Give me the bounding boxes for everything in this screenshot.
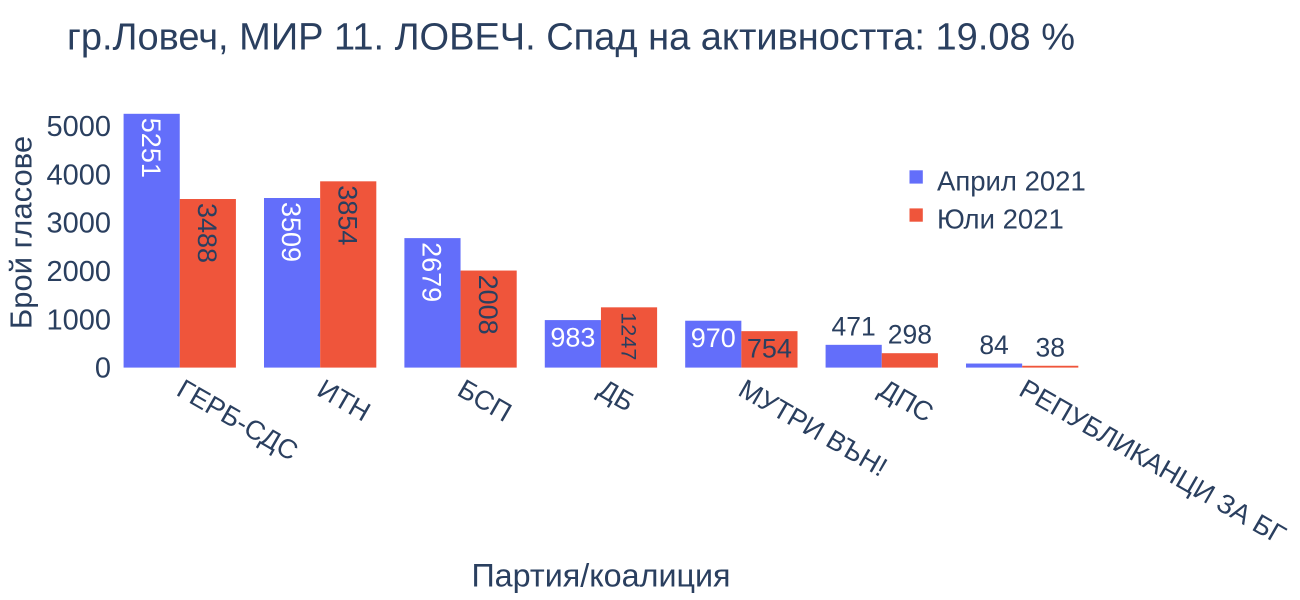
svg-text:Юли 2021: Юли 2021 xyxy=(937,204,1064,235)
svg-text:1247: 1247 xyxy=(617,312,642,360)
svg-text:3509: 3509 xyxy=(276,202,306,262)
svg-text:2000: 2000 xyxy=(46,256,111,288)
svg-text:970: 970 xyxy=(691,323,736,353)
svg-text:1000: 1000 xyxy=(46,304,111,336)
svg-text:Партия/коалиция: Партия/коалиция xyxy=(471,557,730,593)
svg-text:2008: 2008 xyxy=(473,275,503,335)
svg-text:3000: 3000 xyxy=(46,208,111,240)
svg-text:5000: 5000 xyxy=(46,111,111,143)
svg-text:5251: 5251 xyxy=(136,118,166,178)
svg-text:3854: 3854 xyxy=(332,185,362,245)
svg-text:Брой гласове: Брой гласове xyxy=(4,136,39,329)
svg-text:754: 754 xyxy=(747,334,792,364)
svg-text:84: 84 xyxy=(979,330,1008,360)
svg-text:гр.Ловеч, МИР 11. ЛОВЕЧ. Спад: гр.Ловеч, МИР 11. ЛОВЕЧ. Спад на активно… xyxy=(67,17,1075,59)
svg-text:0: 0 xyxy=(95,353,111,385)
svg-text:3488: 3488 xyxy=(192,203,222,263)
svg-text:2679: 2679 xyxy=(417,242,447,302)
svg-text:298: 298 xyxy=(888,320,932,350)
svg-text:Април 2021: Април 2021 xyxy=(937,166,1086,197)
svg-text:983: 983 xyxy=(550,322,595,352)
svg-text:471: 471 xyxy=(832,311,876,341)
svg-text:38: 38 xyxy=(1035,332,1064,362)
svg-text:4000: 4000 xyxy=(46,159,111,191)
